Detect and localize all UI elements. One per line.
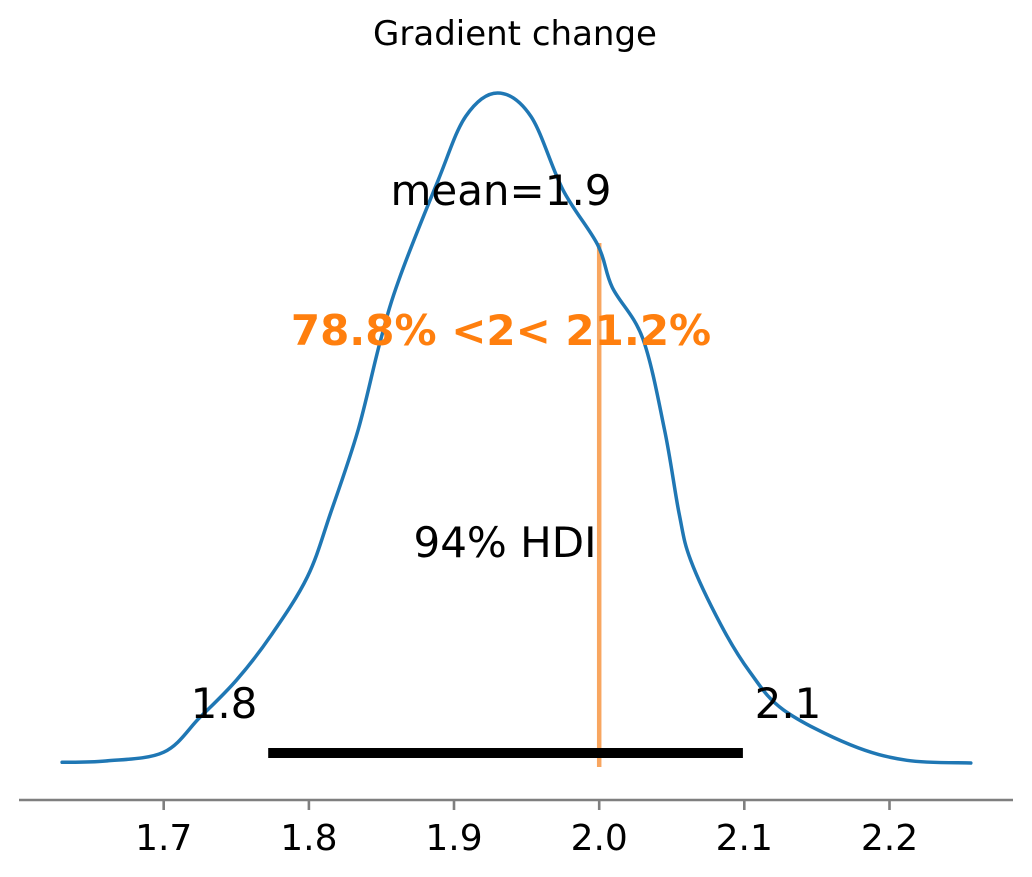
x-tick-label: 1.8 bbox=[280, 818, 337, 859]
plot-title: Gradient change bbox=[373, 14, 657, 54]
x-tick-label: 2.0 bbox=[571, 818, 628, 859]
x-tick-label: 1.9 bbox=[425, 818, 482, 859]
x-tick-label: 2.2 bbox=[861, 818, 918, 859]
mean-label: mean=1.9 bbox=[390, 166, 611, 215]
hdi-lower-label: 1.8 bbox=[191, 679, 258, 728]
kde-curve bbox=[60, 91, 973, 765]
hdi-label: 94% HDI bbox=[413, 518, 596, 567]
hdi-bar bbox=[268, 748, 743, 758]
x-tick-label: 2.1 bbox=[716, 818, 773, 859]
x-axis-ticks: 1.7 1.8 1.9 2.0 2.1 2.2 bbox=[135, 800, 918, 859]
ref-value-label: 78.8% <2< 21.2% bbox=[291, 306, 711, 355]
x-tick-label: 1.7 bbox=[135, 818, 192, 859]
hdi-upper-label: 2.1 bbox=[755, 679, 822, 728]
